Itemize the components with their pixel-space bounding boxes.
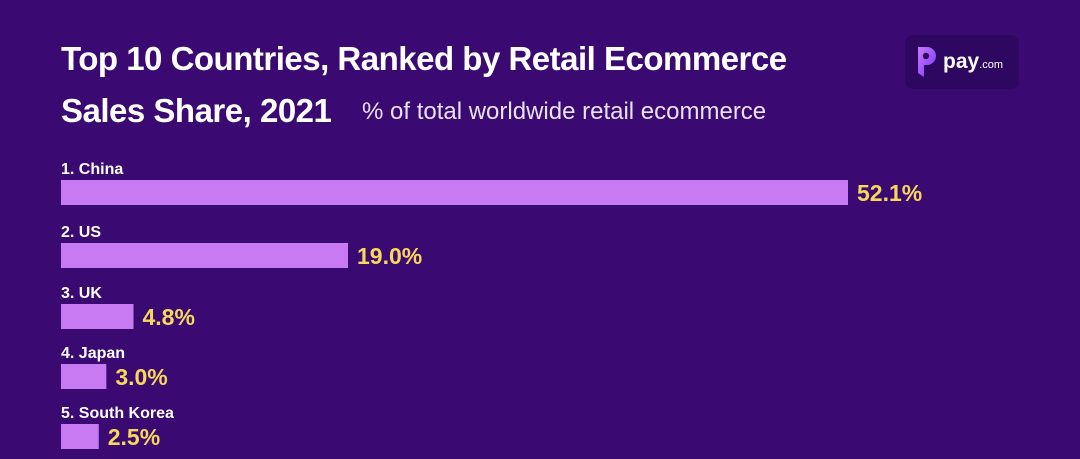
- value-label: 2.5%: [108, 424, 160, 450]
- bar: [61, 304, 134, 329]
- chart-title-line-2: Sales Share, 2021: [61, 92, 332, 129]
- chart-title-line-1: Top 10 Countries, Ranked by Retail Ecomm…: [61, 40, 787, 77]
- pay-logo: pay .com: [905, 35, 1019, 89]
- pay-logo-icon: [918, 47, 936, 77]
- value-label: 3.0%: [115, 364, 167, 390]
- chart-subtitle: % of total worldwide retail ecommerce: [362, 98, 767, 125]
- category-label: 1. China: [61, 161, 123, 178]
- value-label: 19.0%: [357, 243, 422, 269]
- bar: [61, 180, 848, 205]
- category-label: 3. UK: [61, 285, 102, 302]
- value-label: 4.8%: [143, 304, 195, 330]
- bar: [61, 364, 107, 389]
- bar: [61, 243, 349, 268]
- category-label: 4. Japan: [61, 345, 125, 362]
- bar: [61, 424, 99, 449]
- category-label: 5. South Korea: [61, 405, 174, 422]
- logo-suffix: .com: [979, 59, 1004, 71]
- value-label: 52.1%: [857, 180, 922, 206]
- logo-text: pay: [943, 50, 980, 73]
- category-label: 2. US: [61, 224, 101, 241]
